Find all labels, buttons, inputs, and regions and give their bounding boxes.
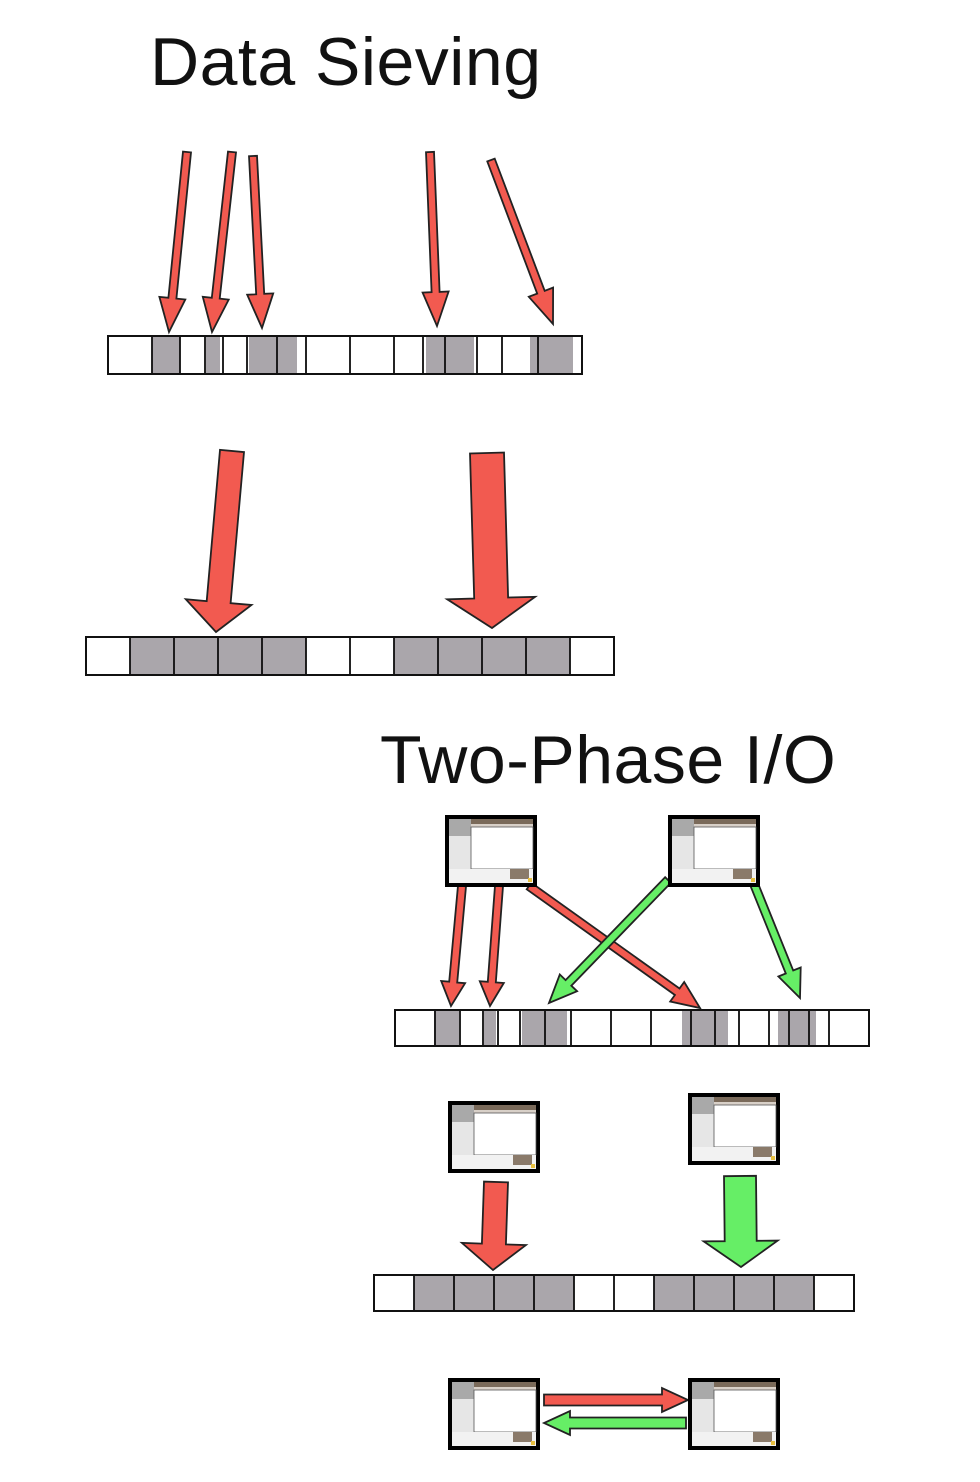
- strip-sieving-scattered-filled-region: [426, 336, 474, 374]
- strip-twophase-scattered-border: [394, 1009, 870, 1047]
- strip-sieving-scattered-border: [107, 335, 583, 375]
- process-indicator: [751, 878, 755, 882]
- strip-sieving-scattered-filled-region: [530, 336, 573, 374]
- computer-window-icon: [448, 1101, 540, 1173]
- red-arrow: [201, 150, 237, 335]
- red-arrow: [486, 157, 555, 327]
- process-window: [713, 1104, 777, 1148]
- process-titlebar: [474, 1105, 536, 1110]
- computer-window-icon: [668, 815, 760, 887]
- strip-twophase-scattered-filled-region: [434, 1010, 459, 1046]
- process-window: [473, 1389, 537, 1433]
- red-arrow: [439, 884, 467, 1009]
- process-sidebar-top: [692, 1382, 714, 1399]
- strip-twophase-contiguous: [373, 1274, 855, 1312]
- process-toolbar: [694, 824, 756, 827]
- green-arrow: [749, 881, 802, 1001]
- red-arrow: [478, 884, 506, 1009]
- red-arrow: [245, 154, 275, 331]
- process-indicator: [531, 1164, 535, 1168]
- process-titlebar: [714, 1097, 776, 1102]
- red-arrow: [459, 1180, 529, 1272]
- process-panel: [733, 869, 752, 879]
- strip-twophase-scattered-filled-region: [778, 1010, 816, 1046]
- red-arrow: [183, 448, 254, 634]
- strip-sieving-scattered-filled-region: [206, 336, 220, 374]
- strip-sieving-scattered-filled-region: [249, 336, 297, 374]
- red-arrow: [543, 1386, 691, 1414]
- red-arrow: [444, 451, 538, 630]
- processes: [445, 815, 780, 1450]
- process-titlebar: [714, 1382, 776, 1387]
- process-indicator: [771, 1156, 775, 1160]
- process-panel: [753, 1432, 772, 1442]
- strip-sieving-scattered-bg: [108, 336, 582, 374]
- process-toolbar: [471, 824, 533, 827]
- green-arrow: [541, 1409, 687, 1437]
- computer-window-icon: [448, 1378, 540, 1450]
- process-indicator: [771, 1441, 775, 1445]
- process-panel: [510, 869, 529, 879]
- strip-sieving-scattered: [107, 335, 583, 375]
- red-arrow: [421, 150, 450, 329]
- process-titlebar: [694, 819, 756, 824]
- strip-twophase-scattered: [394, 1009, 870, 1047]
- process-window: [693, 826, 757, 870]
- strip-twophase-scattered-filled-region: [484, 1010, 496, 1046]
- process-toolbar: [474, 1387, 536, 1390]
- process-sidebar-top: [672, 819, 694, 836]
- two-phase-io-title: Two-Phase I/O: [380, 722, 837, 798]
- process-window: [713, 1389, 777, 1433]
- storage-strips: [85, 335, 870, 1312]
- process-toolbar: [714, 1387, 776, 1390]
- arrows: [158, 150, 802, 1437]
- process-indicator: [528, 878, 532, 882]
- strip-sieving-scattered-filled-region: [152, 336, 180, 374]
- process-sidebar-top: [692, 1097, 714, 1114]
- process-titlebar: [471, 819, 533, 824]
- process-toolbar: [474, 1110, 536, 1113]
- process-toolbar: [714, 1102, 776, 1105]
- process-panel: [753, 1147, 772, 1157]
- red-arrow: [158, 150, 192, 335]
- process-panel: [513, 1155, 532, 1165]
- strip-twophase-contiguous-border: [373, 1274, 855, 1312]
- red-arrow: [525, 881, 702, 1010]
- green-arrow: [700, 1174, 781, 1269]
- process-window: [473, 1112, 537, 1156]
- green-arrow: [547, 875, 673, 1005]
- strip-sieving-contiguous-border: [85, 636, 615, 676]
- process-titlebar: [474, 1382, 536, 1387]
- process-sidebar-top: [452, 1382, 474, 1399]
- process-indicator: [531, 1441, 535, 1445]
- data-sieving-title: Data Sieving: [150, 24, 542, 100]
- computer-window-icon: [688, 1378, 780, 1450]
- process-panel: [513, 1432, 532, 1442]
- process-sidebar-top: [449, 819, 471, 836]
- strip-twophase-scattered-filled-region: [682, 1010, 728, 1046]
- process-window: [470, 826, 534, 870]
- strip-sieving-contiguous: [85, 636, 615, 676]
- computer-window-icon: [445, 815, 537, 887]
- computer-window-icon: [688, 1093, 780, 1165]
- process-sidebar-top: [452, 1105, 474, 1122]
